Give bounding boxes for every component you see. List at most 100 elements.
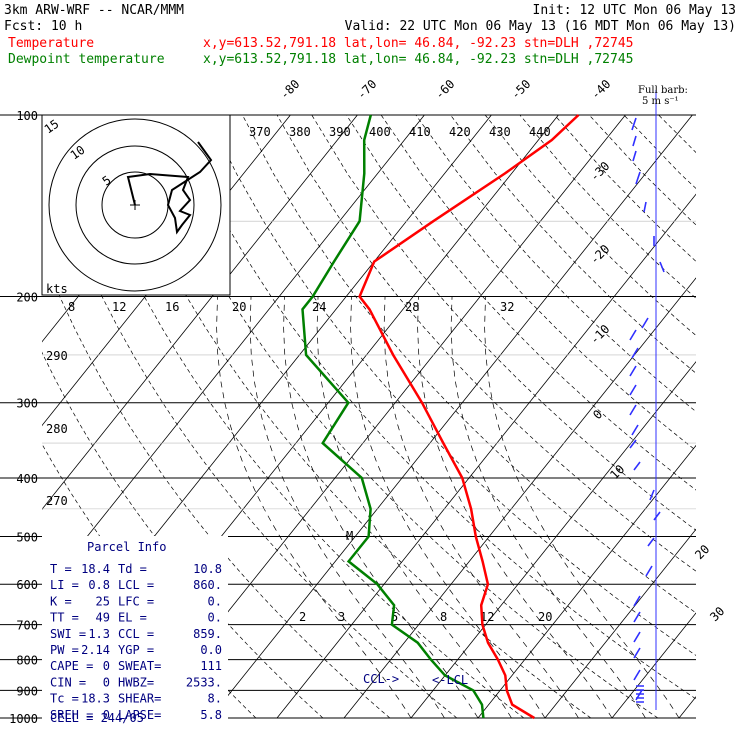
parcel-info-cell: K = xyxy=(50,594,72,608)
isotherm-line xyxy=(477,444,696,719)
dry-adiabat xyxy=(415,115,696,413)
m-marker: M xyxy=(346,529,353,543)
pressure-tick-label: 200 xyxy=(16,291,38,305)
moist-adiabat xyxy=(383,296,579,719)
parcel-info-cell: LFC = xyxy=(118,594,154,608)
isotherm-label: -40 xyxy=(588,77,613,102)
hodo-speed-label: 20 xyxy=(232,300,246,314)
moist-adiabat xyxy=(417,296,613,719)
mixing-ratio-label: 20 xyxy=(538,610,552,624)
dry-adiabat xyxy=(346,115,696,491)
moist-adiabat xyxy=(450,296,646,719)
parcel-info-cell: 18.3 xyxy=(81,692,110,706)
hodo-speed-label: 28 xyxy=(405,300,419,314)
parcel-info-cell: YGP = xyxy=(118,643,154,657)
dry-adiabat xyxy=(276,115,696,572)
parcel-info-cell: Td = xyxy=(118,562,147,576)
isotherm-line xyxy=(544,528,696,719)
hodo-speed-label: 24 xyxy=(312,300,326,314)
parcel-cell: CELL = 244/05 xyxy=(50,711,144,725)
dry-adiabat xyxy=(42,252,391,719)
isotherm-label: -70 xyxy=(354,77,379,102)
isotherm-line xyxy=(42,115,425,594)
parcel-info-cell: 10.8 xyxy=(193,562,222,576)
isotherm-label: -60 xyxy=(432,77,457,102)
parcel-info-cell: LI = xyxy=(50,578,79,592)
moist-adiabat xyxy=(249,296,445,719)
isotherm-line xyxy=(42,115,358,510)
parcel-info-cell: 859. xyxy=(193,627,222,641)
mixing-ratio-label: 3 xyxy=(338,610,345,624)
dry-adiabat xyxy=(311,115,696,531)
parcel-info-cell: 25 xyxy=(96,594,110,608)
pressure-tick-label: 700 xyxy=(16,619,38,633)
pressure-tick-label: 100 xyxy=(16,109,38,123)
theta-label: 390 xyxy=(329,125,351,139)
isotherm-line xyxy=(209,115,693,719)
parcel-info-cell: SWI = xyxy=(50,627,86,641)
parcel-info-cell: 2533. xyxy=(186,675,222,689)
mixing-ratio-label: 8 xyxy=(440,610,447,624)
isotherm-label: -80 xyxy=(277,77,302,102)
parcel-info-cell: 49 xyxy=(96,611,110,625)
hodo-speed-label: 8 xyxy=(68,300,75,314)
hodo-speed-label: 32 xyxy=(500,300,514,314)
parcel-info-cell: 0 xyxy=(103,659,110,673)
dry-adiabat xyxy=(623,115,696,189)
parcel-info-rows: T = 18.4 Td = 10.8 LI = 0.8 LCL = 860. K = 25 LFC … xyxy=(50,562,222,722)
parcel-info-cell: LAPSE= xyxy=(118,708,161,722)
header-fcst: Fcst: 10 h xyxy=(4,19,82,34)
legend-dewpoint: Dewpoint temperature xyxy=(8,52,165,67)
parcel-info-cell: CCL = xyxy=(118,627,154,641)
isotherm-label: 20 xyxy=(692,542,712,562)
lcl-annotation: <-LCL xyxy=(432,673,468,687)
parcel-info-title: Parcel Info xyxy=(87,540,166,554)
barb-legend-title: Full barb: xyxy=(638,85,688,96)
parcel-info-cell: 0 xyxy=(103,675,110,689)
parcel-info-cell: EL = xyxy=(118,611,147,625)
isotherm-label: 0 xyxy=(590,407,605,422)
theta-label: 440 xyxy=(529,125,551,139)
pressure-tick-label: 400 xyxy=(16,472,38,486)
parcel-info-cell: CAPE = xyxy=(50,659,93,673)
theta-label: 370 xyxy=(249,125,271,139)
hodo-ring-label-10: 10 xyxy=(68,143,88,163)
moist-adiabat xyxy=(484,296,680,719)
moist-adiabat xyxy=(350,296,546,719)
moist-adiabat xyxy=(283,296,479,719)
mixing-ratio-label: 5 xyxy=(391,610,398,624)
theta-label: 380 xyxy=(289,125,311,139)
parcel-info-cell: 0.8 xyxy=(88,578,110,592)
dry-adiabat-label: 270 xyxy=(46,494,68,508)
parcel-info-cell: 0. xyxy=(208,594,222,608)
mixing-ratio-label: 2 xyxy=(299,610,306,624)
parcel-info-cell: 1.3 xyxy=(88,627,110,641)
isotherm-line xyxy=(410,361,696,719)
dry-adiabat-label: 280 xyxy=(46,422,68,436)
header-init: Init: 12 UTC Mon 06 May 13 xyxy=(533,3,737,18)
isotherm-label: 10 xyxy=(607,462,627,482)
barb-legend-value: 5 m s⁻¹ xyxy=(642,96,679,107)
temperature-profile xyxy=(358,114,580,720)
pressure-tick-label: 1000 xyxy=(9,712,38,726)
parcel-info-cell: LCL = xyxy=(118,578,154,592)
dry-adiabat xyxy=(172,115,696,700)
parcel-info-cell: 8. xyxy=(208,692,222,706)
parcel-info-cell: 0.0 xyxy=(200,643,222,657)
parcel-info-cell: SWEAT= xyxy=(118,659,161,673)
pressure-tick-label: 600 xyxy=(16,578,38,592)
header-model: 3km ARW-WRF -- NCAR/MMM xyxy=(4,3,184,18)
parcel-info-cell: TT = xyxy=(50,611,79,625)
ccl-annotation: CCL-> xyxy=(363,672,399,686)
parcel-info-cell: SHEAR= xyxy=(118,692,161,706)
parcel-info-cell: 0. xyxy=(208,611,222,625)
theta-label: 400 xyxy=(369,125,391,139)
parcel-info-cell: PW = xyxy=(50,643,79,657)
hodograph: 5 10 15 kts xyxy=(41,114,231,296)
parcel-info-cell: 0 xyxy=(103,708,110,722)
parcel-info-cell: HWBZ= xyxy=(118,675,154,689)
hodo-speed-label: 12 xyxy=(112,300,126,314)
parcel-info-cell: 860. xyxy=(193,578,222,592)
isotherm-line xyxy=(611,612,696,719)
